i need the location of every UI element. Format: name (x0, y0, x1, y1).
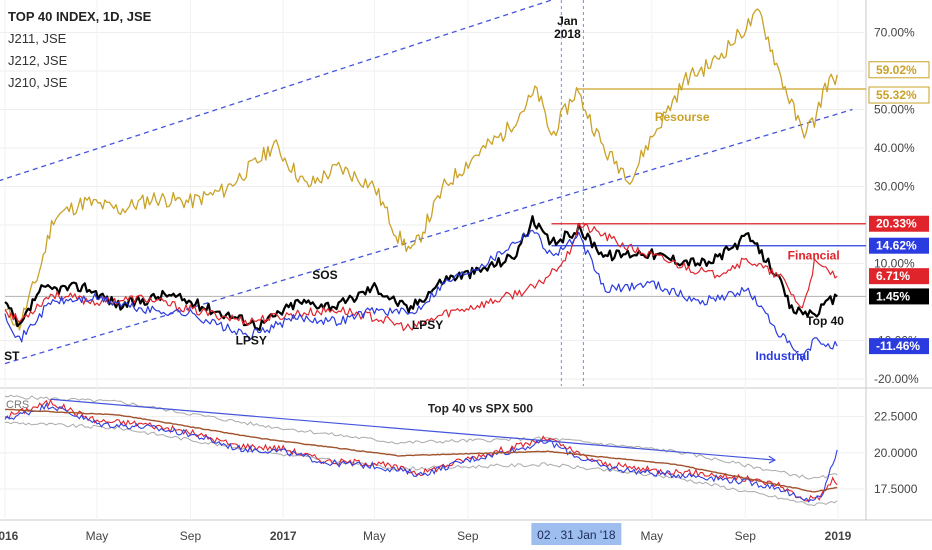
crosshair-label: 02 . 31 Jan '18 (537, 528, 616, 542)
time-tick-label-3: 2017 (270, 529, 297, 543)
price-label-box (869, 215, 929, 232)
chart-legend: TOP 40 INDEX, 1D, JSE J211, JSE J212, JS… (8, 6, 151, 94)
annotation-resourse: Resourse (655, 110, 710, 124)
ratio-title: Top 40 vs SPX 500 (428, 401, 533, 415)
y-tick-label-4: 30.00% (874, 180, 915, 194)
annotation-lpsy: LPSY (412, 318, 443, 332)
series-line-top-40 (4, 215, 838, 331)
ratio-y-tick-label-0: 22.5000 (874, 410, 918, 424)
time-tick-label-0: 2016 (0, 529, 19, 543)
price-label-box (869, 288, 929, 305)
price-label-1: 55.32% (876, 88, 917, 102)
annotation-financial: Financial (788, 249, 840, 263)
ratio-series-line-2 (5, 408, 838, 493)
ratio-band-upper (4, 394, 838, 480)
time-tick-label-4: May (363, 529, 386, 543)
price-label-5: 1.45% (876, 289, 910, 303)
ratio-band-lower (4, 421, 838, 507)
annotation-sos: SOS (312, 268, 337, 282)
series-line-financial (4, 222, 838, 332)
time-tick-label-8: 2019 (825, 529, 852, 543)
price-label-box (869, 338, 929, 355)
chart-title: TOP 40 INDEX, 1D, JSE (8, 9, 152, 24)
y-tick-label-0: 70.00% (874, 26, 915, 40)
legend-symbol-j212[interactable]: J212, JSE (8, 53, 68, 68)
price-label-0: 59.02% (876, 63, 917, 77)
time-tick-label-2: Sep (180, 529, 202, 543)
y-tick-label-3: 40.00% (874, 141, 915, 155)
annotation-top-40: Top 40 (806, 314, 844, 328)
annotation-industrial: Industrial (756, 349, 810, 363)
price-label-3: 14.62% (876, 239, 917, 253)
price-label-box (869, 268, 929, 285)
ratio-trendline (50, 398, 775, 461)
price-label-box (868, 86, 930, 104)
crosshair-label-box (531, 523, 622, 545)
series-line-industrial (4, 229, 838, 362)
price-label-2: 20.33% (876, 217, 917, 231)
legend-symbol-j210[interactable]: J210, JSE (8, 75, 68, 90)
time-tick-label-6: May (640, 529, 663, 543)
ratio-series-line-0 (4, 398, 838, 502)
price-label-box (868, 61, 930, 79)
time-tick-label-7: Sep (735, 529, 757, 543)
price-label-box (869, 237, 929, 254)
y-tick-label-6: 10.00% (874, 257, 915, 271)
y-tick-label-8: -20.00% (874, 372, 919, 386)
ratio-label: CRS (6, 399, 29, 411)
annotation-st: ST (4, 349, 20, 363)
time-tick-label-5: Sep (457, 529, 479, 543)
series-line-resourse (4, 8, 838, 331)
ratio-y-tick-label-2: 17.5000 (874, 482, 918, 496)
channel-line-1 (4, 108, 853, 365)
y-tick-label-2: 50.00% (874, 103, 915, 117)
ratio-series-line-1 (4, 402, 838, 503)
ratio-y-tick-label-1: 20.0000 (874, 446, 918, 460)
annotation-lpsy: LPSY (236, 333, 267, 347)
ratio-trendline-arrowhead (768, 455, 777, 464)
price-label-4: 6.71% (876, 269, 910, 283)
annotation-jan-2018: Jan 2018 (554, 14, 581, 41)
price-label-6: -11.46% (876, 339, 920, 353)
time-tick-label-1: May (86, 529, 109, 543)
legend-symbol-j211[interactable]: J211, JSE (8, 31, 67, 46)
